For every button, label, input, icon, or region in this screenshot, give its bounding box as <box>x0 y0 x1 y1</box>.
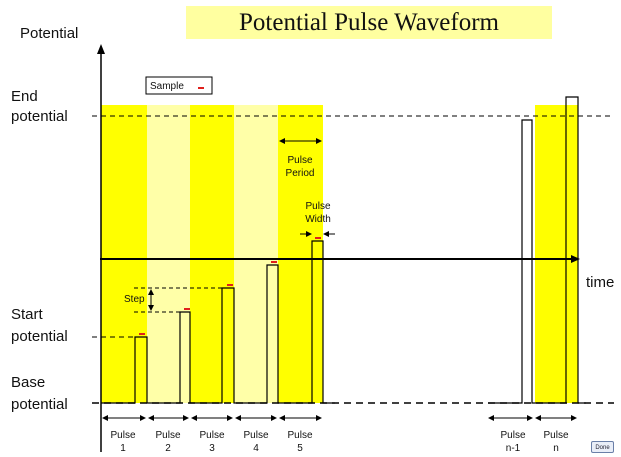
pulse-1-label-top: Pulse <box>110 430 135 441</box>
pulse-n-label-top: Pulse <box>543 430 568 441</box>
sample-marker <box>184 308 190 310</box>
pulse-period-label-line1: Pulse <box>287 155 312 166</box>
step-label: Step <box>124 294 145 305</box>
base-potential-label-line2: potential <box>11 396 68 413</box>
potential-axis-label: Potential <box>20 25 78 42</box>
pulse-5-label-top: Pulse <box>287 430 312 441</box>
pulse-width-label-line1: Pulse <box>305 201 330 212</box>
pulse-waveform <box>101 240 335 404</box>
potential-axis-arrowhead <box>97 44 105 54</box>
pulse-4-label-bottom: 4 <box>253 443 259 454</box>
start-potential-label-line1: Start <box>11 306 44 323</box>
band-pulse-1 <box>101 105 147 403</box>
pulse-5-label-bottom: 5 <box>297 443 303 454</box>
time-axis-arrowhead <box>571 255 580 263</box>
pulse-1-label-bottom: 1 <box>120 443 126 454</box>
pulse-4-label-top: Pulse <box>243 430 268 441</box>
pulse-period-label-line2: Period <box>286 168 315 179</box>
done-button[interactable]: Done <box>591 441 614 453</box>
sample-marker <box>315 237 321 239</box>
end-potential-label-line2: potential <box>11 108 68 125</box>
end-potential-label-line1: End <box>11 88 38 105</box>
pulse-n-label-bottom: n <box>553 443 559 454</box>
pulse-width-arrowhead-left <box>306 231 312 237</box>
pulse-width-label-line2: Width <box>305 214 331 225</box>
step-arrowhead-top <box>148 289 154 295</box>
sample-marker <box>227 284 233 286</box>
band-pulse-n <box>535 105 578 403</box>
band-pulse-4 <box>234 105 278 403</box>
title-background <box>186 6 552 39</box>
base-potential-label-line1: Base <box>11 374 45 391</box>
pulse-3-label-top: Pulse <box>199 430 224 441</box>
pulse-n-1-label-top: Pulse <box>500 430 525 441</box>
pulse-interval-arrowheads <box>102 415 577 421</box>
pulse-period-arrowhead-left <box>279 138 285 144</box>
band-pulse-5 <box>278 105 323 403</box>
band-pulse-3 <box>190 105 234 403</box>
sample-marker <box>139 333 145 335</box>
start-potential-label-line2: potential <box>11 328 68 345</box>
time-axis-label: time <box>586 274 614 291</box>
pulse-period-arrowhead-right <box>316 138 322 144</box>
step-arrowhead-bottom <box>148 305 154 311</box>
sample-legend-label: Sample <box>150 81 184 92</box>
pulse-width-arrowhead-right <box>323 231 329 237</box>
pulse-2-label-top: Pulse <box>155 430 180 441</box>
diagram-title: Potential Pulse Waveform <box>239 9 500 36</box>
band-pulse-2 <box>147 105 190 403</box>
pulse-2-label-bottom: 2 <box>165 443 171 454</box>
sample-legend <box>145 76 213 95</box>
pulse-3-label-bottom: 3 <box>209 443 215 454</box>
pulse-n-1-label-bottom: n-1 <box>506 443 521 454</box>
sample-legend-marker <box>198 87 204 89</box>
pulse-waveform-tail <box>488 96 586 404</box>
sample-marker <box>271 261 277 263</box>
